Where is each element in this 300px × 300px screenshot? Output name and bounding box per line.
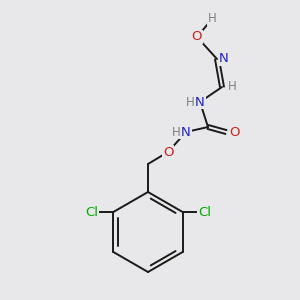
Text: Cl: Cl [85, 206, 98, 218]
Text: H: H [228, 80, 236, 94]
Text: N: N [219, 52, 229, 65]
Text: O: O [192, 31, 202, 44]
Text: H: H [172, 125, 180, 139]
Text: O: O [163, 146, 173, 158]
Text: H: H [186, 95, 194, 109]
Text: O: O [229, 125, 239, 139]
Text: N: N [181, 125, 191, 139]
Text: H: H [208, 13, 216, 26]
Text: N: N [195, 95, 205, 109]
Text: Cl: Cl [198, 206, 211, 218]
